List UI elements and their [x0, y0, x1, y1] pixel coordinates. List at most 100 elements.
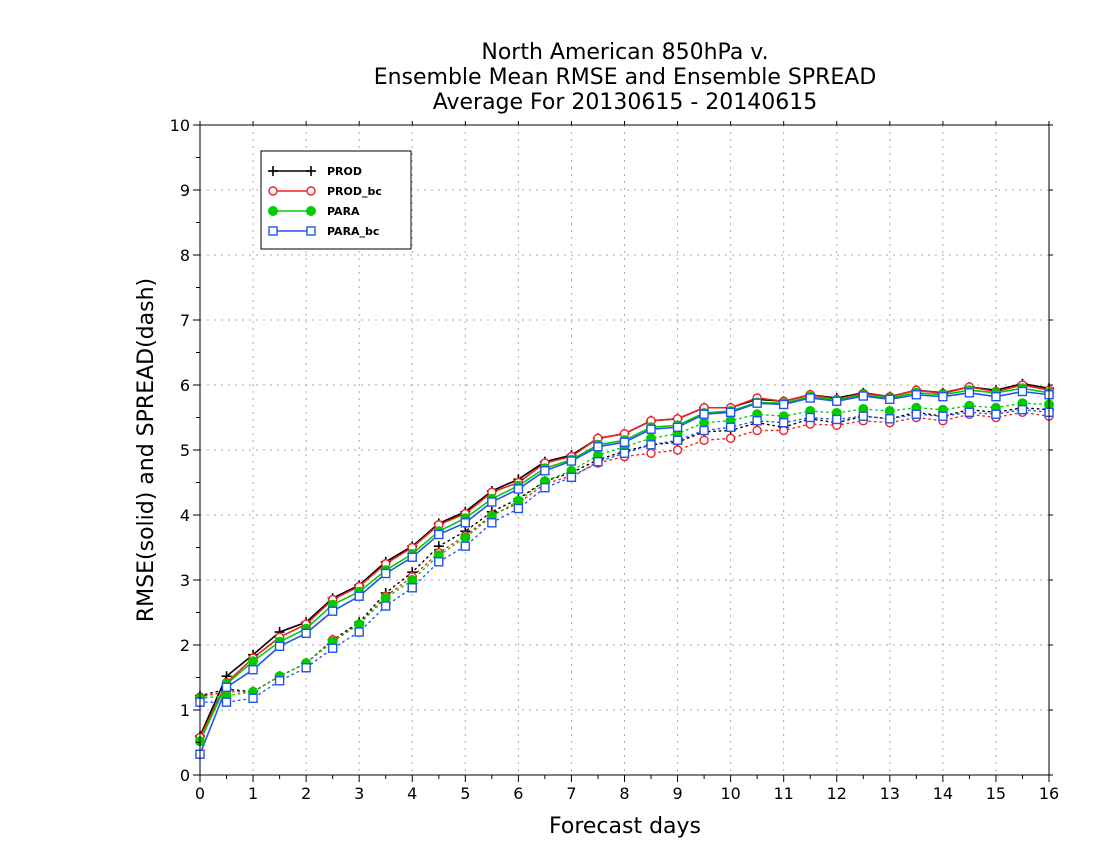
- chart-title: North American 850hPa v. Ensemble Mean R…: [374, 40, 877, 115]
- y-tick-label: 5: [180, 441, 190, 460]
- legend-label: PROD: [327, 165, 362, 178]
- series-para-bc-spread-point: [566, 472, 577, 482]
- chart-title-line-3: Average For 20130615 - 20140615: [433, 90, 818, 115]
- x-tick-label: 5: [460, 784, 470, 803]
- series-para-bc-spread-point: [832, 414, 842, 425]
- series-prod-bc-spread-point: [672, 445, 683, 455]
- series-prod-bc-spread-line: [199, 411, 1050, 698]
- series-para-bc-rmse-point: [832, 396, 842, 406]
- legend-label: PARA: [327, 205, 360, 218]
- x-tick-label: 0: [195, 784, 205, 803]
- series-para-bc-rmse-point: [354, 591, 364, 601]
- x-tick-label: 14: [933, 784, 953, 803]
- x-tick-label: 15: [986, 784, 1006, 803]
- series-para-bc-rmse-point: [752, 398, 762, 408]
- series-para-bc-spread-point: [778, 418, 789, 428]
- series-para-bc-rmse-point: [938, 392, 948, 402]
- x-tick-label: 12: [827, 784, 847, 803]
- chart-title-line-2: Ensemble Mean RMSE and Ensemble SPREAD: [374, 65, 877, 90]
- y-tick-label: 10: [170, 116, 190, 135]
- legend: PROD PROD_bc PARA PARA_bc: [260, 150, 412, 250]
- x-tick-label: 11: [774, 784, 794, 803]
- series-para-bc-rmse-point: [274, 641, 285, 651]
- series-para-bc-spread-point: [752, 416, 762, 426]
- series-para-bc-spread-point: [460, 541, 471, 551]
- legend-marker: [306, 206, 316, 216]
- x-tick-label: 4: [407, 784, 417, 803]
- series-para-bc-spread-point: [487, 518, 497, 528]
- series-para-bc-rmse-point: [381, 568, 391, 579]
- x-tick-label: 1: [248, 784, 258, 803]
- series-para-bc-rmse-point: [301, 628, 311, 638]
- series-para-bc-spread-point: [911, 409, 922, 419]
- series-para-bc-spread-point: [274, 676, 285, 686]
- series-para-bc-rmse-point: [540, 466, 550, 476]
- series-para-bc-rmse-point: [248, 665, 258, 675]
- series-para-bc-spread-point: [248, 693, 258, 703]
- series-para-bc-rmse-point: [646, 424, 656, 434]
- series-para-bc-spread-point: [858, 411, 868, 421]
- series-para-bc-spread-point: [885, 414, 895, 424]
- series-para-bc-rmse-point: [460, 518, 471, 528]
- series-para-bc-rmse-point: [513, 484, 524, 494]
- legend-item-prod: PROD: [268, 165, 362, 178]
- series-para-bc-rmse-point: [672, 422, 683, 432]
- series-para-bc-rmse-point: [725, 407, 736, 417]
- series-para-bc-spread-point: [1017, 405, 1028, 415]
- y-tick-label: 8: [180, 246, 190, 265]
- series-para-bc-spread-point: [540, 483, 550, 493]
- series-para-bc-spread-point: [619, 448, 630, 458]
- series-para-bc-rmse-point: [327, 606, 338, 616]
- series-prod-bc-spread-point: [752, 425, 762, 436]
- series-para-bc-rmse-point: [407, 552, 417, 562]
- legend-item-para-bc: PARA_bc: [268, 225, 379, 238]
- series-para-bc-rmse-point: [991, 392, 1001, 402]
- series-para-bc-rmse-point: [221, 682, 232, 692]
- legend-box: [260, 150, 412, 250]
- series-para-bc-rmse-point: [566, 456, 577, 466]
- series-para-bc-rmse-point: [593, 442, 603, 452]
- series-para-bc-spread-point: [805, 412, 815, 423]
- series-para-bc-spread-point: [646, 440, 656, 450]
- chart-title-line-1: North American 850hPa v.: [481, 40, 768, 65]
- series-para-bc-spread-point: [964, 407, 975, 417]
- series-para-bc-spread-point: [434, 557, 444, 567]
- y-tick-label: 7: [180, 311, 190, 330]
- legend-marker: [306, 166, 316, 176]
- legend-item-para: PARA: [268, 205, 360, 218]
- legend-label: PARA_bc: [327, 225, 379, 238]
- y-tick-label: 1: [180, 701, 190, 720]
- y-tick-label: 4: [180, 506, 190, 525]
- series-prod-bc-spread-point: [646, 448, 656, 458]
- series-para-bc-spread-point: [991, 409, 1001, 419]
- legend-marker: [306, 226, 316, 236]
- series-para-bc-rmse-point: [911, 390, 922, 400]
- y-tick-label: 0: [180, 766, 190, 785]
- series-para-bc-spread-point: [354, 627, 364, 637]
- series-para-bc-rmse-point: [1017, 386, 1028, 397]
- series-para-bc-spread-point: [381, 601, 391, 611]
- legend-item-prod-bc: PROD_bc: [268, 185, 382, 198]
- series-para-bc-spread-point: [301, 663, 311, 673]
- series-para-bc-spread-point: [327, 643, 338, 653]
- series-para-bc-spread-point: [938, 411, 948, 421]
- series-para-bc-spread-point: [699, 425, 709, 436]
- series-para-bc-rmse-point: [858, 391, 868, 401]
- series-para-bc-spread-point: [513, 503, 524, 514]
- series-para-bc-spread-point: [725, 422, 736, 432]
- y-tick-label: 3: [180, 571, 190, 590]
- series-para-bc-rmse-point: [964, 388, 975, 398]
- legend-marker: [268, 166, 278, 176]
- series-para-bc-spread-point: [593, 457, 603, 467]
- legend-marker: [268, 226, 278, 236]
- series-para-bc-rmse-point: [778, 399, 789, 410]
- series-para-bc-rmse-point: [805, 393, 815, 403]
- series-layer: [195, 378, 1054, 759]
- series-para-bc-spread-point: [407, 583, 417, 593]
- series-para-bc-rmse-point: [434, 529, 444, 540]
- series-para-bc-rmse-point: [699, 409, 709, 419]
- x-axis-title: Forecast days: [549, 814, 701, 839]
- x-tick-label: 16: [1039, 784, 1059, 803]
